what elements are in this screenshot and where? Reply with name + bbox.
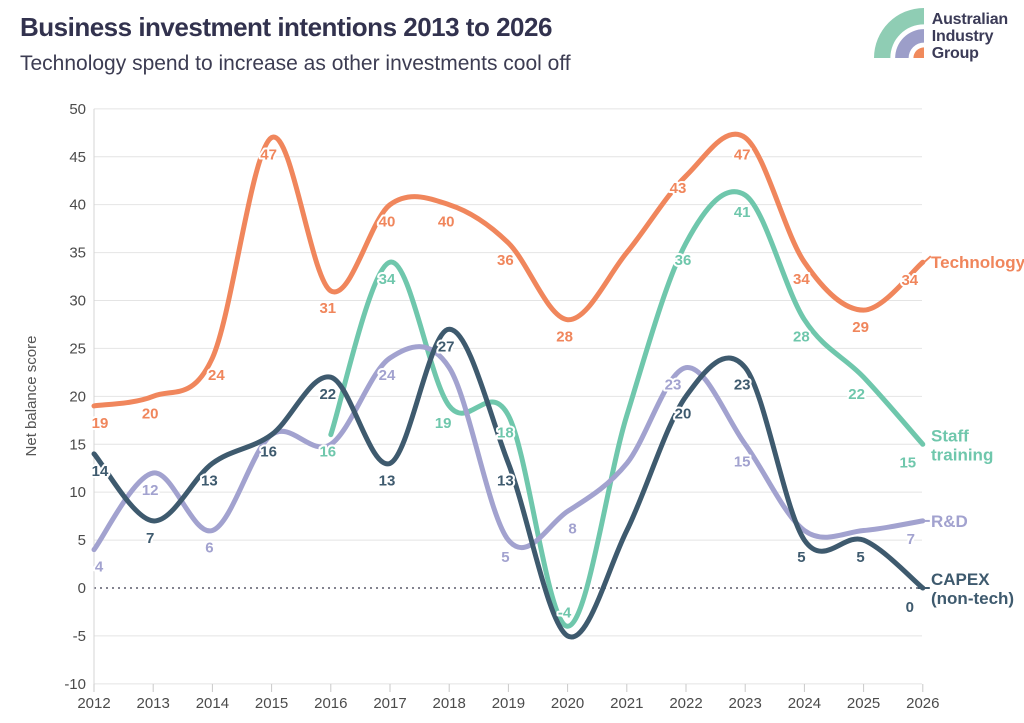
aigroup-logo: Australian Industry Group: [873, 8, 1008, 62]
point-label-technology-2017: 40: [379, 214, 396, 231]
x-tick-label: 2014: [196, 695, 229, 712]
point-label-technology-2013: 20: [142, 405, 159, 422]
point-label-r-and-d-2022: 23: [665, 377, 682, 394]
point-label-staff-training-2025: 22: [848, 386, 865, 403]
point-label-technology-2016: 31: [319, 300, 336, 317]
series-line-capex-non-tech: [91, 326, 926, 640]
point-label-r-and-d-2019: 5: [501, 549, 509, 566]
legend-label-capex-non-tech: (non-tech): [931, 589, 1014, 608]
point-label-staff-training-2020: -4: [558, 604, 572, 621]
point-label-capex-non-tech-2012: 14: [92, 463, 109, 480]
point-label-staff-training-2026: 15: [899, 454, 916, 471]
x-tick-label: 2017: [373, 695, 406, 712]
point-label-staff-training-2018: 19: [435, 415, 452, 432]
y-tick-label: 0: [78, 580, 86, 597]
point-label-staff-training-2024: 28: [793, 329, 810, 346]
point-label-technology-2026: 34: [901, 272, 918, 289]
series-line-technology: [91, 131, 926, 409]
point-label-r-and-d-2020: 8: [568, 520, 576, 537]
point-label-capex-non-tech-2014: 13: [201, 472, 218, 489]
x-tick-label: 2025: [847, 695, 880, 712]
page-title: Business investment intentions 2013 to 2…: [20, 12, 552, 42]
y-tick-label: 50: [69, 101, 86, 118]
y-tick-label: 40: [69, 197, 86, 214]
point-label-capex-non-tech-2019: 13: [497, 472, 514, 489]
y-tick-label: 20: [69, 388, 86, 405]
point-label-staff-training-2019: 18: [497, 425, 514, 442]
x-tick-label: 2015: [255, 695, 288, 712]
logo-arc-inner: [913, 47, 924, 58]
point-label-capex-non-tech-2023: 23: [734, 377, 751, 394]
point-label-staff-training-2017: 34: [379, 271, 396, 288]
point-label-technology-2022: 43: [670, 180, 687, 197]
point-label-capex-non-tech-2015: 16: [260, 444, 277, 461]
aigroup-logo-text: Australian Industry Group: [932, 8, 1008, 62]
point-label-capex-non-tech-2013: 7: [146, 530, 154, 547]
point-label-r-and-d-2012: 4: [95, 559, 104, 576]
point-label-r-and-d-2014: 6: [205, 540, 213, 557]
point-label-capex-non-tech-2018: 27: [438, 338, 455, 355]
legend-tick-technology: [919, 255, 932, 267]
y-tick-label: -5: [73, 628, 86, 645]
x-tick-label: 2024: [788, 695, 821, 712]
point-label-capex-non-tech-2016: 22: [319, 386, 336, 403]
point-label-technology-2025: 29: [852, 319, 869, 336]
y-tick-label: 45: [69, 149, 86, 166]
x-tick-label: 2012: [77, 695, 110, 712]
logo-arc-middle: [894, 29, 924, 58]
point-label-technology-2023: 47: [734, 147, 751, 164]
x-tick-label: 2023: [729, 695, 762, 712]
point-label-capex-non-tech-2026: 0: [906, 599, 914, 616]
x-tick-label: 2020: [551, 695, 584, 712]
y-tick-label: 25: [69, 340, 86, 357]
point-label-capex-non-tech-2025: 5: [856, 549, 864, 566]
x-tick-label: 2021: [610, 695, 643, 712]
point-label-staff-training-2022: 36: [675, 252, 692, 269]
x-tick-label: 2013: [137, 695, 170, 712]
y-tick-label: 15: [69, 436, 86, 453]
y-tick-label: 10: [69, 484, 86, 501]
logo-line-1: Australian: [931, 11, 1008, 28]
x-tick-label: 2018: [433, 695, 466, 712]
point-label-r-and-d-2013: 12: [142, 482, 159, 499]
legend-label-technology: Technology: [931, 253, 1024, 272]
point-label-technology-2018: 40: [438, 214, 455, 231]
y-tick-label: 30: [69, 293, 86, 310]
point-label-r-and-d-2026: 7: [907, 531, 915, 548]
point-label-capex-non-tech-2017: 13: [379, 472, 396, 489]
x-tick-label: 2026: [906, 695, 939, 712]
point-label-staff-training-2023: 41: [734, 204, 751, 221]
point-label-technology-2015: 47: [260, 147, 277, 164]
point-label-technology-2024: 34: [793, 271, 810, 288]
point-label-technology-2012: 19: [92, 415, 109, 432]
y-tick-label: -10: [64, 676, 86, 693]
legend-label-staff-training: training: [931, 445, 993, 464]
legend-label-capex-non-tech: CAPEX: [931, 570, 990, 589]
y-tick-label: 5: [78, 532, 86, 549]
point-label-technology-2020: 28: [556, 329, 573, 346]
point-label-capex-non-tech-2022: 20: [675, 405, 692, 422]
legend-label-r-and-d: R&D: [931, 512, 968, 531]
point-label-r-and-d-2023: 15: [734, 453, 751, 470]
x-tick-label: 2022: [669, 695, 702, 712]
x-tick-label: 2019: [492, 695, 525, 712]
point-label-capex-non-tech-2024: 5: [797, 549, 805, 566]
point-label-r-and-d-2017: 24: [379, 367, 396, 384]
legend-label-staff-training: Staff: [931, 426, 969, 445]
page-subtitle: Technology spend to increase as other in…: [20, 52, 571, 75]
logo-line-2: Industry: [931, 28, 994, 45]
logo-arc-outer: [873, 8, 924, 58]
point-label-technology-2019: 36: [497, 252, 514, 269]
y-tick-label: 35: [69, 245, 86, 262]
aigroup-logo-icon: [873, 8, 924, 58]
series-line-staff-training: [328, 189, 926, 629]
point-label-staff-training-2016: 16: [319, 444, 336, 461]
y-axis-title: Net balance score: [23, 336, 40, 457]
series-line-r-and-d: [91, 344, 926, 553]
logo-line-3: Group: [931, 45, 979, 62]
point-label-technology-2014: 24: [208, 367, 225, 384]
x-tick-label: 2016: [314, 695, 347, 712]
